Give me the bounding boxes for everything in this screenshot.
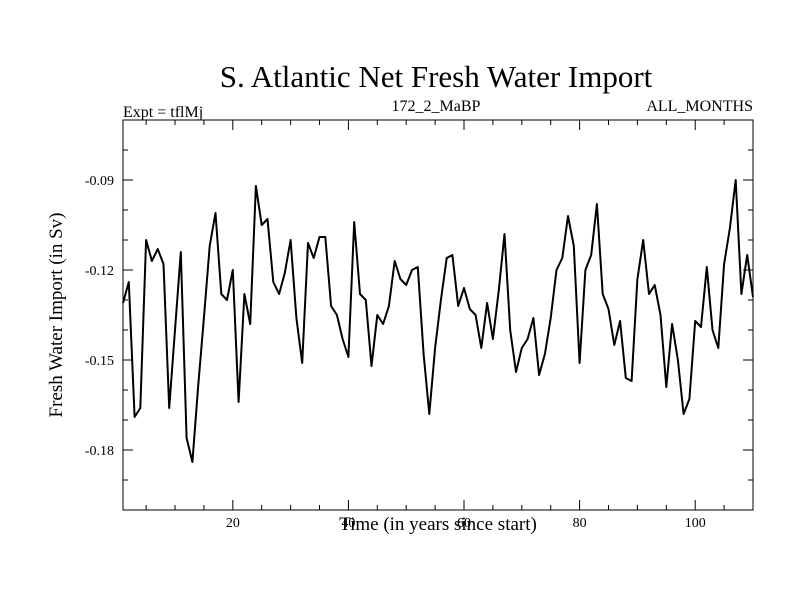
x-tick-label: 20 xyxy=(226,516,240,531)
x-tick-label: 100 xyxy=(685,516,706,531)
x-tick-labels: 20 40 60 80 100 xyxy=(226,516,706,531)
y-tick-label: -0.09 xyxy=(85,174,114,189)
y-tick-label: -0.15 xyxy=(85,354,114,369)
x-tick-label: 60 xyxy=(457,516,471,531)
x-tick-label: 40 xyxy=(341,516,355,531)
series-line xyxy=(122,179,754,463)
chart-title: S. Atlantic Net Fresh Water Import xyxy=(220,59,653,94)
y-axis-label: Fresh Water Import (in Sv) xyxy=(46,213,67,418)
experiment-label: Expt = tflMj xyxy=(123,104,203,121)
months-label: ALL_MONTHS xyxy=(646,98,753,115)
y-tick-label: -0.18 xyxy=(85,444,114,459)
run-label: 172_2_MaBP xyxy=(392,98,481,115)
x-axis-label: Time (in years since start) xyxy=(339,514,537,535)
y-tick-labels: -0.18 -0.15 -0.12 -0.09 xyxy=(85,174,114,459)
axis-ticks xyxy=(123,119,754,511)
plot-frame xyxy=(122,119,754,511)
x-tick-label: 80 xyxy=(573,516,587,531)
y-tick-label: -0.12 xyxy=(85,264,114,279)
